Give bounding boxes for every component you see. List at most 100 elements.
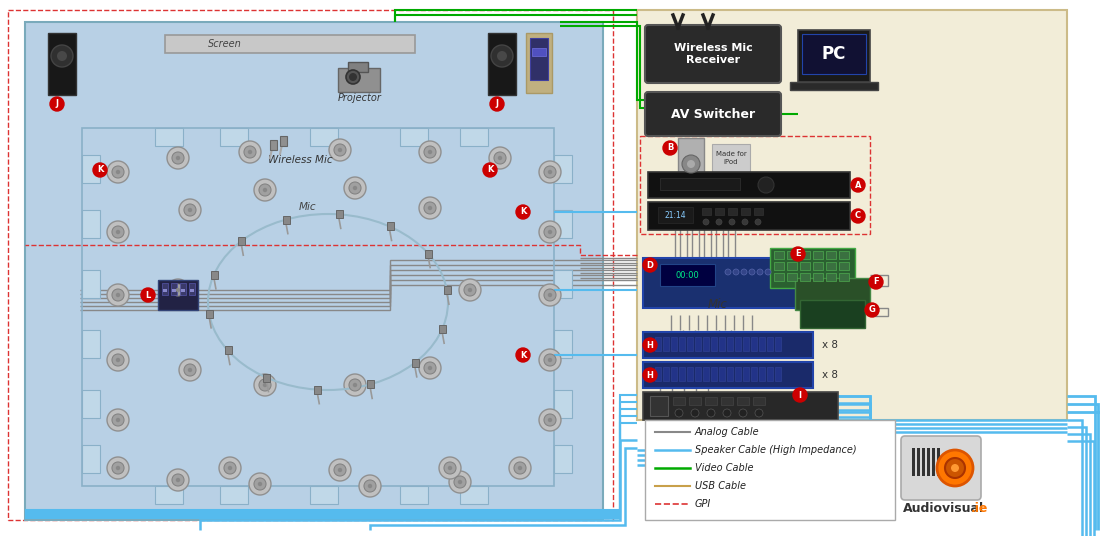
Bar xyxy=(654,367,661,381)
Circle shape xyxy=(498,156,503,160)
Bar xyxy=(742,367,749,381)
Circle shape xyxy=(723,409,732,417)
Bar xyxy=(839,262,849,270)
Bar xyxy=(719,367,725,381)
Circle shape xyxy=(548,358,552,362)
Text: Wireless Mic
Receiver: Wireless Mic Receiver xyxy=(673,43,752,65)
Circle shape xyxy=(167,469,189,491)
Circle shape xyxy=(338,148,342,152)
Circle shape xyxy=(179,199,201,221)
Circle shape xyxy=(419,357,441,379)
Bar xyxy=(754,208,763,215)
Bar xyxy=(48,33,76,95)
Circle shape xyxy=(516,205,530,219)
Bar xyxy=(526,33,552,93)
Bar xyxy=(82,155,100,183)
Circle shape xyxy=(548,418,552,422)
Bar xyxy=(770,248,855,288)
Circle shape xyxy=(112,166,124,178)
Circle shape xyxy=(107,457,129,479)
Circle shape xyxy=(184,204,196,216)
Circle shape xyxy=(329,459,351,481)
Bar xyxy=(637,10,1067,420)
Circle shape xyxy=(514,462,526,474)
Bar xyxy=(425,250,432,257)
Bar xyxy=(220,128,248,146)
Bar xyxy=(654,337,661,351)
Circle shape xyxy=(424,146,436,158)
Circle shape xyxy=(349,182,361,194)
Text: Wireless Mic: Wireless Mic xyxy=(267,155,332,165)
Circle shape xyxy=(349,73,358,81)
Circle shape xyxy=(112,462,124,474)
Bar xyxy=(648,172,850,198)
Bar xyxy=(172,289,176,292)
Circle shape xyxy=(367,484,372,488)
Circle shape xyxy=(254,179,276,201)
Bar xyxy=(776,367,781,381)
Circle shape xyxy=(349,379,361,391)
Bar xyxy=(554,270,572,298)
Circle shape xyxy=(116,170,120,174)
Circle shape xyxy=(112,226,124,238)
Circle shape xyxy=(865,303,879,317)
Bar xyxy=(751,367,757,381)
Text: Screen: Screen xyxy=(208,39,242,49)
FancyBboxPatch shape xyxy=(901,436,981,500)
Bar xyxy=(813,251,823,259)
Circle shape xyxy=(424,202,436,214)
Circle shape xyxy=(851,178,865,192)
Circle shape xyxy=(334,464,346,476)
Bar xyxy=(280,136,287,146)
Text: H: H xyxy=(647,370,653,379)
Bar xyxy=(688,367,693,381)
Bar xyxy=(786,273,798,281)
Circle shape xyxy=(428,150,432,154)
Circle shape xyxy=(219,457,241,479)
Circle shape xyxy=(716,219,722,225)
Circle shape xyxy=(490,147,512,169)
Circle shape xyxy=(464,284,476,296)
Bar xyxy=(932,448,935,476)
Bar xyxy=(800,262,810,270)
Bar xyxy=(802,34,866,74)
Circle shape xyxy=(739,409,747,417)
Text: C: C xyxy=(855,212,861,220)
Bar xyxy=(180,283,186,295)
Bar xyxy=(8,10,613,520)
Circle shape xyxy=(428,206,432,210)
Text: USB Cable: USB Cable xyxy=(695,481,746,491)
Bar xyxy=(348,62,369,72)
Circle shape xyxy=(353,186,358,190)
Circle shape xyxy=(419,197,441,219)
Bar xyxy=(813,273,823,281)
Circle shape xyxy=(244,146,256,158)
Bar xyxy=(712,144,750,172)
Circle shape xyxy=(741,269,747,275)
Circle shape xyxy=(359,475,381,497)
Circle shape xyxy=(444,462,456,474)
Bar xyxy=(82,128,554,486)
Bar xyxy=(170,283,177,295)
Circle shape xyxy=(172,284,184,296)
Circle shape xyxy=(539,284,561,306)
Bar xyxy=(679,337,685,351)
Circle shape xyxy=(497,51,507,61)
Bar xyxy=(211,271,218,279)
Circle shape xyxy=(116,418,120,422)
Circle shape xyxy=(851,209,865,223)
Text: 00:00: 00:00 xyxy=(675,271,698,279)
Bar xyxy=(158,280,198,310)
Bar xyxy=(735,337,741,351)
Circle shape xyxy=(239,141,261,163)
Bar xyxy=(917,448,920,476)
Circle shape xyxy=(548,170,552,174)
Bar xyxy=(163,289,167,292)
Circle shape xyxy=(249,473,271,495)
Text: Audiovisual: Audiovisual xyxy=(903,502,984,515)
Text: x 8: x 8 xyxy=(822,340,838,350)
Circle shape xyxy=(107,221,129,243)
Bar xyxy=(798,30,870,82)
Circle shape xyxy=(258,184,271,196)
Circle shape xyxy=(116,293,120,297)
